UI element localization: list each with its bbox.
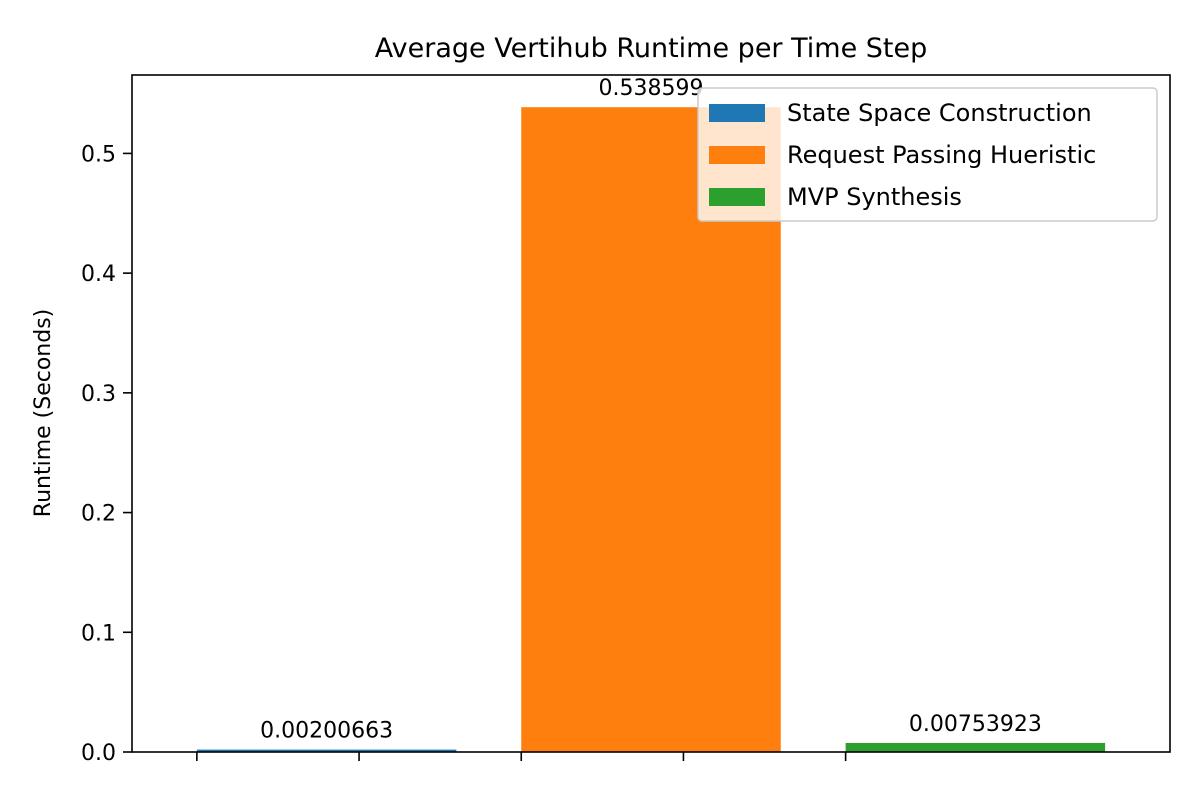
bar-value-label-0: 0.00200663 [260,719,393,744]
y-tick-label-2: 0.2 [81,502,116,527]
plot-frame [131,74,1171,753]
y-axis: 0.0 0.1 0.2 0.3 0.4 0.5 [81,142,132,766]
legend-swatch-1 [709,146,765,164]
legend-label-0: State Space Construction [787,99,1092,127]
legend-box [697,87,1158,222]
y-tick-label-5: 0.5 [81,142,116,167]
legend-label-2: MVP Synthesis [787,183,962,211]
y-tick-label-4: 0.4 [81,262,116,287]
legend-items: State Space Construction Request Passing … [709,99,1096,211]
legend-label-1: Request Passing Hueristic [787,141,1096,169]
y-tick-label-1: 0.1 [81,621,116,646]
y-axis-label: Runtime (Seconds) [31,309,56,517]
bar-2 [845,742,1106,752]
legend: State Space Construction Request Passing … [697,87,1158,222]
legend-swatch-0 [709,104,765,122]
legend-swatch-2 [709,188,765,206]
bar-0 [196,749,457,752]
y-tick-label-3: 0.3 [81,382,116,407]
x-axis [196,752,847,761]
value-labels-layer: 0.00200663 0.538599 0.00753923 [260,76,1042,743]
bar-value-label-2: 0.00753923 [909,712,1042,737]
y-tick-label-0: 0.0 [81,741,116,766]
chart-title: Average Vertihub Runtime per Time Step [375,33,928,64]
bar-value-label-1: 0.538599 [599,76,704,101]
